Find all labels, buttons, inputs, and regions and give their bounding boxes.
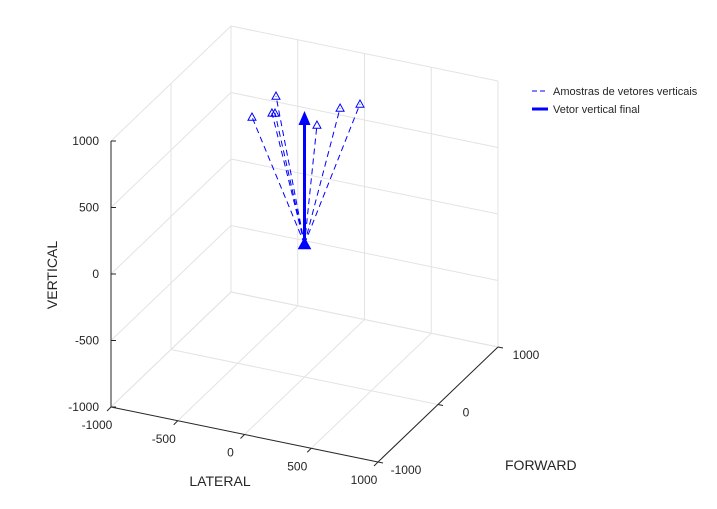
grid-line <box>230 92 499 148</box>
x-tick <box>373 461 379 467</box>
y-tick <box>377 461 384 464</box>
x-axis-label: LATERAL <box>189 473 250 489</box>
arrow-head <box>298 111 311 125</box>
grid-line <box>230 225 499 281</box>
z-tick-label: -1000 <box>68 400 99 414</box>
grid-line <box>170 349 439 405</box>
grid-line <box>230 25 499 82</box>
grid-line <box>110 291 232 408</box>
sample-vector <box>304 103 361 245</box>
base-marker <box>297 236 312 250</box>
x-tick-label: 0 <box>227 446 234 460</box>
y-tick <box>437 404 444 406</box>
grid-line <box>110 92 232 208</box>
grid-line <box>110 25 232 142</box>
legend-label: Vetor vertical final <box>553 104 640 116</box>
z-tick-label: -500 <box>75 334 99 348</box>
y-axis-label: FORWARD <box>505 457 577 473</box>
x-tick-label: 500 <box>287 459 307 473</box>
sample-marker <box>270 107 280 117</box>
y-tick-label: -1000 <box>391 463 422 477</box>
sample-marker <box>355 98 365 108</box>
z-tick-label: 0 <box>92 267 99 281</box>
sample-vector <box>251 116 305 245</box>
sample-marker <box>312 119 322 129</box>
grid-line <box>230 291 499 348</box>
grid-line <box>110 158 232 275</box>
grid-line <box>110 225 232 341</box>
sample-vector <box>304 124 318 245</box>
sample-vector <box>274 112 305 245</box>
grid-line <box>230 158 499 215</box>
x-tick <box>240 434 245 439</box>
sample-vector <box>275 95 305 245</box>
x-tick <box>306 447 312 453</box>
y-tick <box>497 346 504 349</box>
y-tick-label: 0 <box>463 406 470 420</box>
x-tick-label: 1000 <box>351 473 378 487</box>
z-axis-label: VERTICAL <box>44 241 60 309</box>
sample-marker <box>271 91 281 100</box>
x-tick <box>173 420 179 426</box>
x-tick-label: -500 <box>152 432 176 446</box>
x-tick-label: -1000 <box>82 418 113 432</box>
x-tick <box>106 406 112 412</box>
sample-marker <box>247 111 257 121</box>
y-tick-label: 1000 <box>513 348 540 362</box>
z-tick-label: 500 <box>79 201 99 215</box>
sample-vector <box>304 107 341 245</box>
z-tick-label: 1000 <box>72 134 99 148</box>
legend-label: Amostras de vetores verticais <box>553 86 698 98</box>
sample-marker <box>335 102 345 112</box>
